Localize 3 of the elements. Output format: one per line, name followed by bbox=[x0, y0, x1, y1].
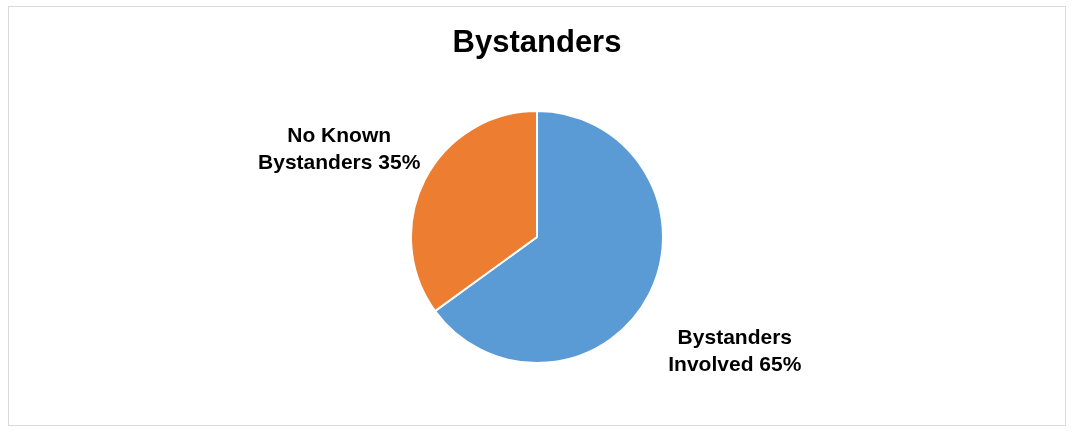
slice-label: Bystanders Involved 65% bbox=[668, 324, 802, 375]
chart-title: Bystanders bbox=[452, 24, 622, 59]
slice-label: No Known Bystanders 35% bbox=[258, 123, 421, 174]
